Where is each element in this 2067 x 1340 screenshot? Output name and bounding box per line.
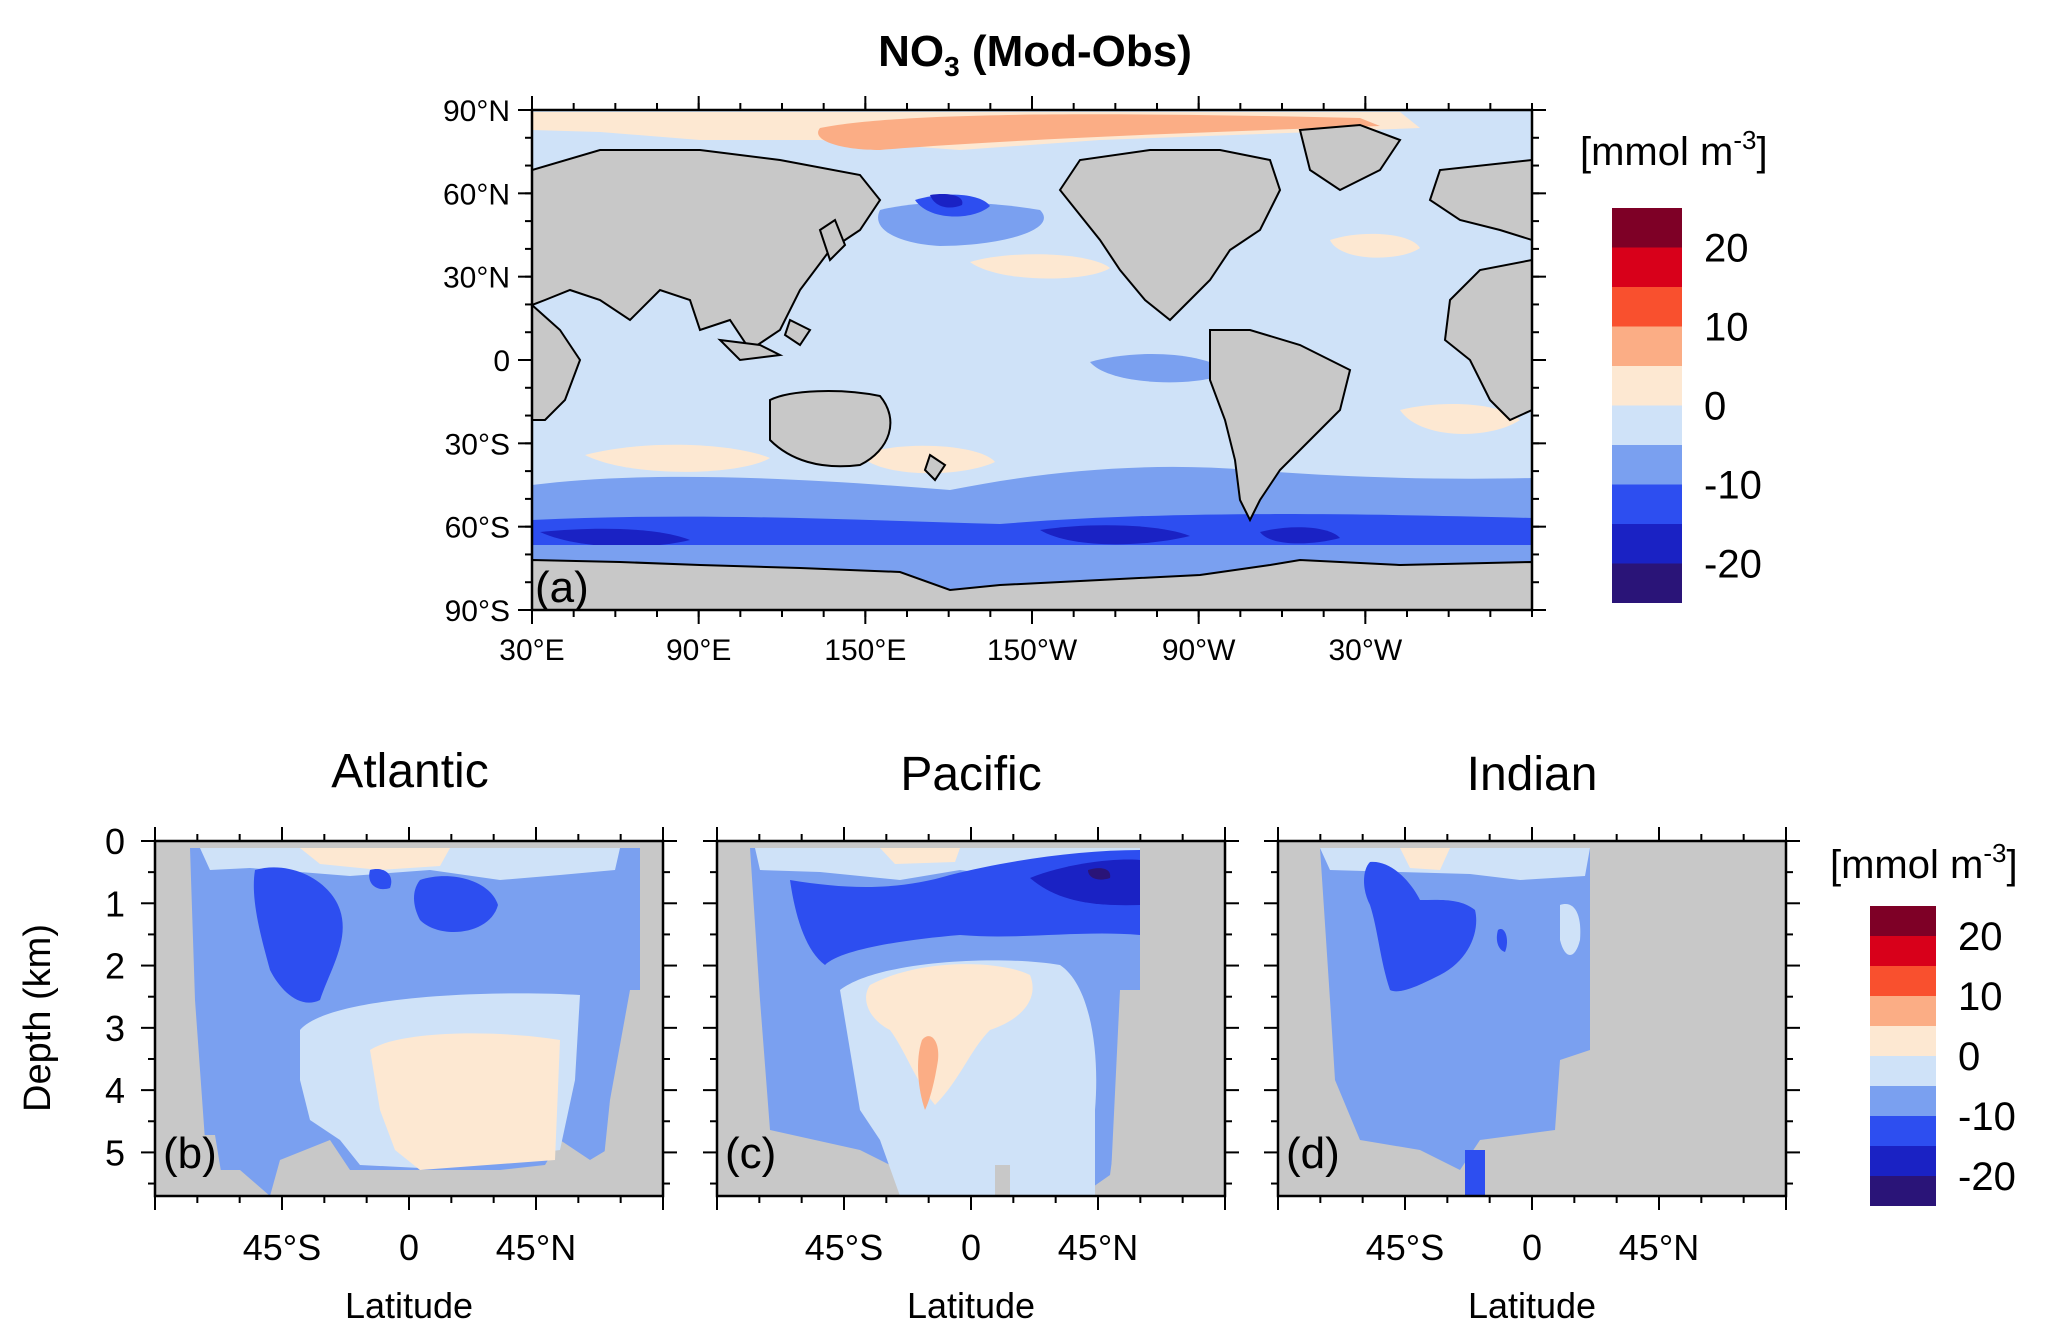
section-x-tick-label: 45°N [496,1227,576,1268]
map-y-tick-label: 90°N [443,95,510,128]
colorbar-swatch [1870,966,1936,996]
panel-label-a: (a) [535,563,589,612]
panel-label-b: (b) [163,1129,217,1178]
colorbar-tick-label: 10 [1704,306,1749,350]
colorbar-swatch [1612,208,1682,248]
indian-section: (d) [1276,839,1788,1198]
atlantic-section: (b) [153,839,665,1198]
colorbar-swatch [1612,445,1682,485]
colorbar-tick-label: 10 [1958,975,2003,1019]
section-x-tick-label: 45°S [805,1227,883,1268]
map-x-tick-label: 150°W [987,634,1078,667]
section-x-tick-label: 45°S [243,1227,321,1268]
panel-title-atlantic: Atlantic [331,745,488,798]
colorbar-bottom-swatches [1870,906,1936,1206]
colorbar-swatch [1612,326,1682,366]
section-y-tick-label: 1 [105,883,125,924]
pacific-section: (c) [715,839,1227,1198]
colorbar-top-labels: 20 10 0 -10 -20 [1704,227,1762,587]
colorbar-swatch [1612,405,1682,445]
section-ticks [141,827,1800,1210]
map-x-tick-label: 30°W [1328,634,1402,667]
colorbar-tick-label: -10 [1958,1095,2016,1139]
colorbar-swatch [1870,1116,1936,1146]
panel-label-d: (d) [1286,1129,1340,1178]
y-axis-label: Depth (km) [17,924,59,1112]
section-x-tick-label: 0 [399,1227,419,1268]
map-y-tick-label: 30°N [443,262,510,295]
colorbar-swatch [1612,366,1682,406]
colorbar-swatch [1612,247,1682,287]
section-x-tick-label: 0 [961,1227,981,1268]
map-y-tick-labels: 90°N 60°N 30°N 0 30°S 60°S 90°S [443,95,510,628]
section-x-tick-label: 45°S [1366,1227,1444,1268]
panel-label-c: (c) [725,1129,776,1178]
colorbar-swatch [1870,1146,1936,1176]
colorbar-bottom: [mmol m-3] 20 10 0 -10 -20 [1830,838,2018,1206]
map-x-tick-label: 90°E [666,634,731,667]
figure-title: NO3 (Mod-Obs) [878,27,1192,82]
map-y-tick-label: 0 [493,345,510,378]
section-y-tick-label: 3 [105,1008,125,1049]
section-y-tick-label: 0 [105,821,125,862]
section-y-tick-label: 2 [105,946,125,987]
colorbar-swatch [1870,906,1936,936]
map-y-tick-label: 60°N [443,178,510,211]
map-y-tick-label: 60°S [445,512,510,545]
section-tick-labels: 45°S 0 45°N 0 1 2 3 4 5 45°S 0 45°N 45°S 0 45°N [105,821,1699,1268]
map-y-tick-label: 90°S [445,595,510,628]
section-y-tick-label: 4 [105,1070,125,1111]
section-y-tick-label: 5 [105,1132,125,1173]
section-x-tick-label: 45°N [1619,1227,1699,1268]
colorbar-top-unit: [mmol m-3] [1580,125,1768,174]
colorbar-top-swatches [1612,208,1682,603]
colorbar-tick-label: 0 [1704,385,1726,429]
land-masses [532,123,1532,610]
colorbar-swatch [1612,484,1682,524]
map-y-tick-label: 30°S [445,428,510,461]
colorbar-bottom-unit: [mmol m-3] [1830,838,2018,887]
map-x-tick-label: 90°W [1162,634,1236,667]
colorbar-swatch [1870,936,1936,966]
colorbar-swatch [1870,1176,1936,1206]
colorbar-swatch [1870,996,1936,1026]
colorbar-tick-label: -20 [1958,1155,2016,1199]
map-x-tick-label: 30°E [499,634,564,667]
section-x-tick-label: 45°N [1058,1227,1138,1268]
colorbar-tick-label: 20 [1704,227,1749,271]
colorbar-tick-label: 20 [1958,915,2003,959]
map-ticks [518,96,1546,624]
colorbar-swatch [1870,1056,1936,1086]
map-x-tick-label: 150°E [824,634,906,667]
section-x-tick-label: 0 [1522,1227,1542,1268]
colorbar-bottom-labels: 20 10 0 -10 -20 [1958,915,2016,1199]
colorbar-swatch [1870,1086,1936,1116]
x-axis-label-indian: Latitude [1468,1285,1596,1326]
map-x-tick-labels: 30°E 90°E 150°E 150°W 90°W 30°W [499,634,1403,667]
map-panel: 30°E 90°E 150°E 150°W 90°W 30°W 90°N 60°N 30°N 0… [443,95,1546,667]
colorbar-top: [mmol m-3] 20 10 0 -10 -20 [1580,125,1768,603]
colorbar-tick-label: -10 [1704,464,1762,508]
colorbar-swatch [1612,287,1682,327]
x-axis-label-atlantic: Latitude [345,1285,473,1326]
colorbar-swatch [1612,524,1682,564]
panel-title-indian: Indian [1467,748,1598,801]
colorbar-swatch [1870,1026,1936,1056]
colorbar-tick-label: -20 [1704,543,1762,587]
x-axis-label-pacific: Latitude [907,1285,1035,1326]
colorbar-swatch [1612,563,1682,603]
panel-title-pacific: Pacific [900,748,1041,801]
map-field [532,110,1532,610]
colorbar-tick-label: 0 [1958,1035,1980,1079]
